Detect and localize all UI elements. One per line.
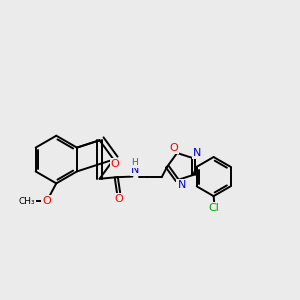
Text: CH₃: CH₃ [18,197,35,206]
Text: N: N [131,165,139,175]
Text: N: N [194,148,202,158]
Text: O: O [42,196,51,206]
Text: Cl: Cl [209,203,220,213]
Text: O: O [111,159,119,169]
Text: H: H [132,158,138,167]
Text: N: N [177,180,186,190]
Text: O: O [169,143,178,153]
Text: O: O [114,194,123,204]
